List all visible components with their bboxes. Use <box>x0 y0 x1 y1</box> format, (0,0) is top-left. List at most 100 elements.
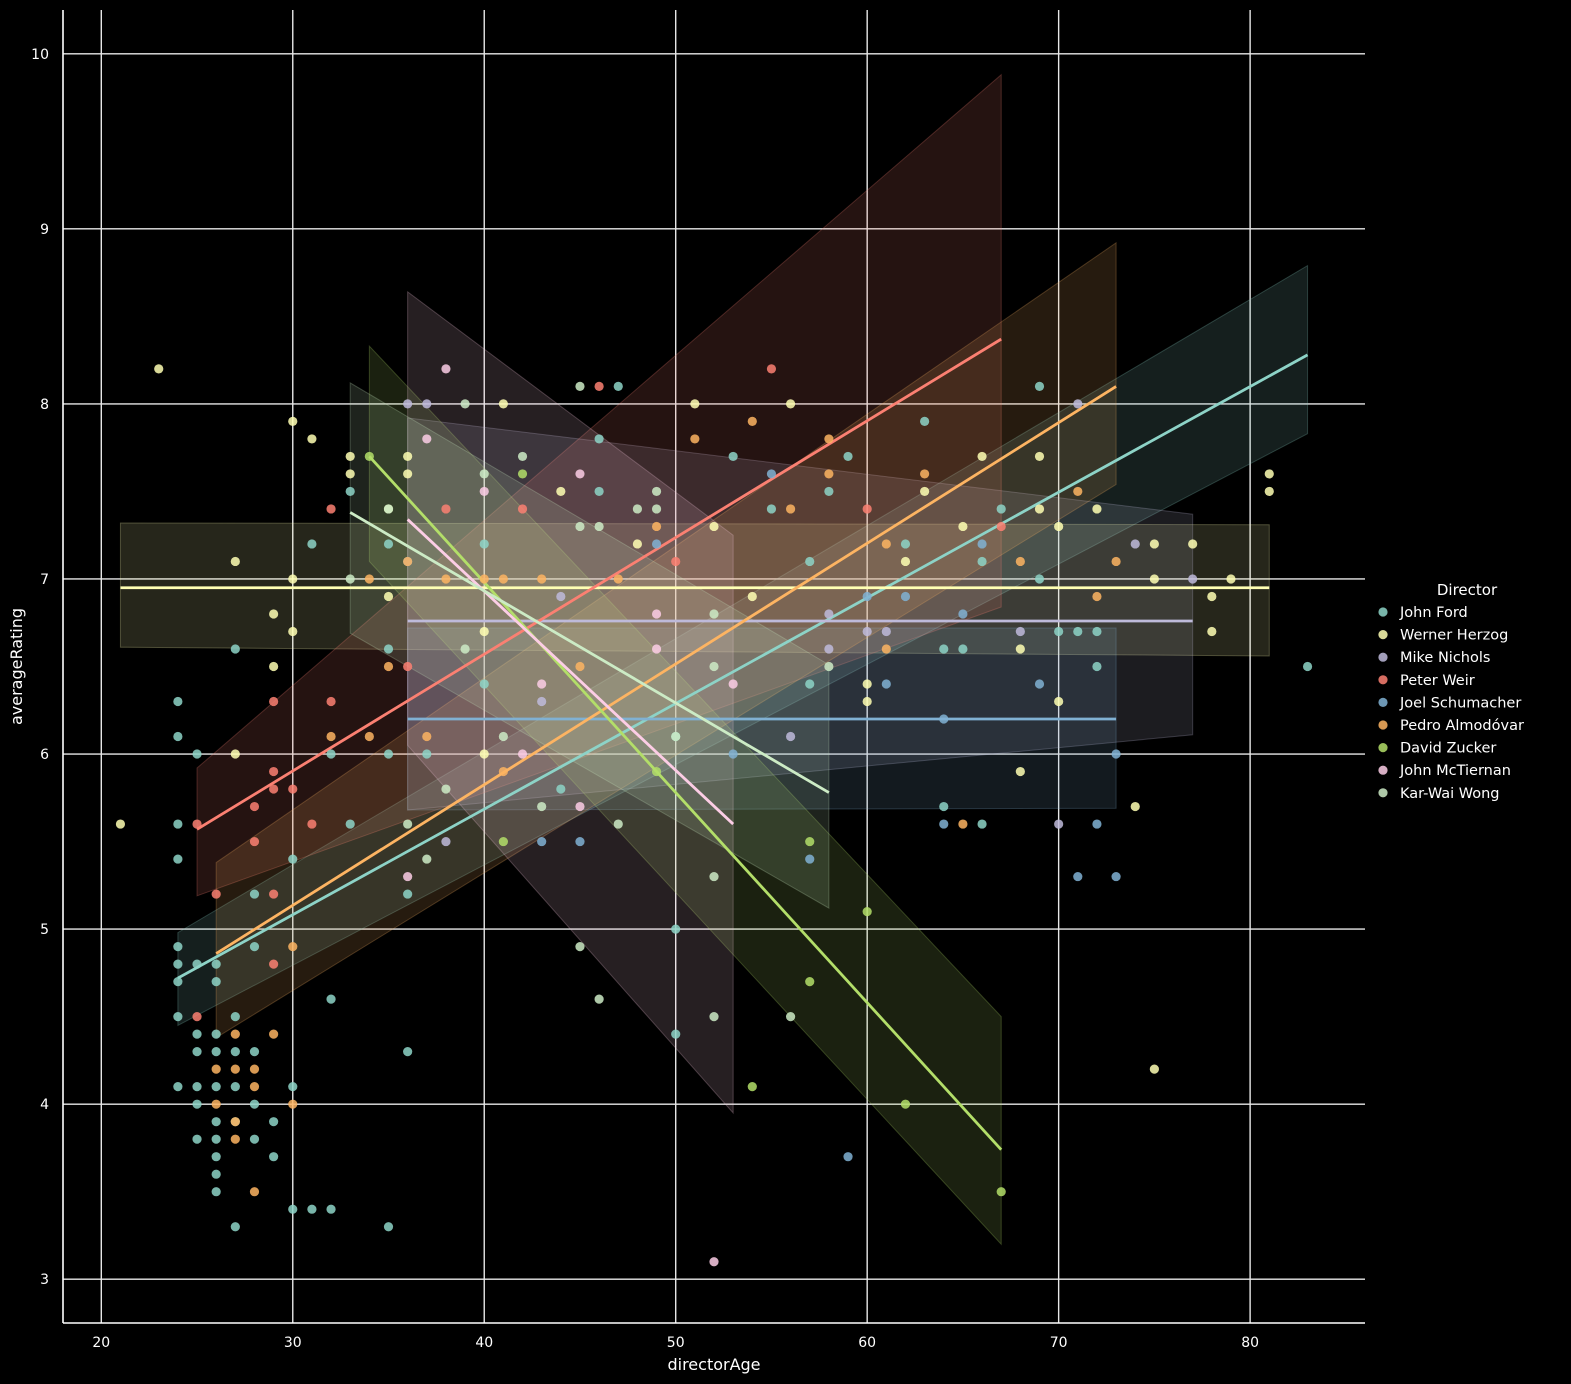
data-point <box>498 836 508 847</box>
regression-line <box>349 511 830 794</box>
data-point <box>575 942 585 952</box>
data-point <box>249 1082 260 1092</box>
data-point <box>613 381 623 391</box>
data-point <box>958 609 968 619</box>
data-point <box>403 1047 413 1057</box>
data-point <box>249 801 260 812</box>
data-point <box>345 819 355 829</box>
legend-label: Peter Weir <box>1400 673 1475 689</box>
data-point <box>211 1064 221 1074</box>
data-point <box>1149 539 1159 549</box>
data-point <box>154 364 164 374</box>
data-point <box>441 784 451 794</box>
data-point <box>977 539 987 549</box>
data-point <box>345 451 355 462</box>
data-point <box>805 977 815 987</box>
data-point <box>192 1029 202 1039</box>
data-point <box>1226 574 1236 584</box>
data-point <box>1073 486 1083 497</box>
data-point <box>1054 521 1064 532</box>
data-point <box>1073 626 1083 637</box>
data-point <box>862 626 872 637</box>
data-point <box>556 486 566 497</box>
data-point <box>192 1099 202 1109</box>
legend-marker <box>1378 765 1388 775</box>
data-point <box>326 994 336 1004</box>
data-point <box>269 1029 279 1039</box>
y-tick-label: 4 <box>40 1097 49 1113</box>
data-point <box>766 364 777 374</box>
data-point <box>1092 819 1102 829</box>
data-point <box>403 399 413 409</box>
data-point <box>920 469 930 479</box>
axes: 20 30 40 50 60 70 80 3 4 5 6 7 8 9 10 directorAge averag… <box>7 10 1365 1374</box>
data-point <box>173 1082 183 1092</box>
data-point <box>192 749 202 759</box>
data-point <box>211 1047 221 1057</box>
legend-label: Mike Nichols <box>1400 650 1490 666</box>
data-point <box>249 889 260 899</box>
data-point <box>575 469 585 479</box>
data-point <box>671 731 681 742</box>
data-point <box>441 504 451 514</box>
regression-line <box>406 518 735 826</box>
data-point <box>862 679 872 689</box>
data-point <box>249 1047 260 1057</box>
legend-label: David Zucker <box>1400 741 1496 757</box>
data-point <box>977 819 987 829</box>
data-point <box>479 749 489 759</box>
data-point <box>651 486 662 497</box>
legend-label: John McTiernan <box>1399 763 1511 779</box>
data-point <box>211 1187 221 1197</box>
data-point <box>900 539 911 549</box>
data-point <box>594 381 604 391</box>
data-point <box>651 609 662 619</box>
data-point <box>1034 381 1045 391</box>
data-point <box>345 574 355 584</box>
data-point <box>288 626 298 637</box>
data-point <box>881 644 891 654</box>
data-point <box>1264 486 1274 497</box>
legend-marker <box>1378 697 1388 708</box>
regression-line <box>368 455 1003 1151</box>
data-point <box>403 819 413 829</box>
data-point <box>881 539 891 549</box>
confidence-band <box>407 290 734 1115</box>
data-point <box>728 749 738 759</box>
data-point <box>843 1152 853 1162</box>
data-point <box>1130 801 1140 812</box>
data-point <box>269 661 279 672</box>
data-point <box>1015 556 1025 567</box>
data-point <box>575 836 585 847</box>
data-point <box>269 609 279 619</box>
data-point <box>996 521 1006 532</box>
y-tick-label: 7 <box>40 572 49 588</box>
data-point <box>249 1187 260 1197</box>
legend-marker <box>1378 788 1388 798</box>
x-axis-label: directorAge <box>667 1355 760 1374</box>
data-point <box>173 696 183 707</box>
data-point <box>230 1222 240 1232</box>
data-point <box>671 1029 681 1039</box>
data-point <box>613 819 623 829</box>
data-point <box>824 644 834 654</box>
data-point <box>326 731 336 742</box>
data-point <box>441 574 451 584</box>
data-point <box>1092 591 1102 602</box>
data-point <box>709 609 719 619</box>
confidence-band <box>215 241 1117 1039</box>
data-point <box>288 1082 298 1092</box>
data-point <box>958 819 968 829</box>
data-point <box>479 539 489 549</box>
data-point <box>1111 749 1121 759</box>
data-point <box>326 1204 336 1214</box>
data-point <box>230 1012 240 1022</box>
data-point <box>785 399 796 409</box>
data-point <box>249 1134 260 1144</box>
legend-marker <box>1378 652 1388 662</box>
legend-label: John Ford <box>1399 605 1468 621</box>
y-tick-label: 3 <box>40 1272 49 1288</box>
data-point <box>230 749 240 759</box>
data-point <box>805 556 815 567</box>
data-point <box>728 679 738 689</box>
